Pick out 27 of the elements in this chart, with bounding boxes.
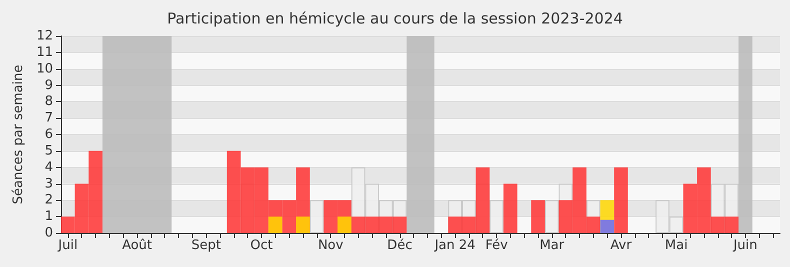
y-tick-label: 6: [44, 127, 53, 142]
x-tick-label: Juil: [57, 238, 78, 253]
y-tick-label: 0: [44, 226, 53, 240]
y-tick-label: 4: [44, 160, 53, 175]
x-tick-label: Oct: [250, 238, 273, 253]
y-tick-label: 12: [36, 28, 53, 44]
x-tick-label: Juin: [732, 238, 758, 253]
y-tick-label: 10: [36, 61, 53, 76]
chart-title: Participation en hémicycle au cours de la session 2023-2024: [167, 10, 623, 28]
x-tick-label: Déc: [387, 238, 412, 253]
x-tick-label: Août: [122, 238, 152, 253]
y-tick-label: 5: [44, 143, 53, 158]
y-tick-label: 2: [44, 192, 53, 208]
y-tick-label: 8: [44, 94, 53, 110]
x-tick-label: Fév: [485, 238, 508, 253]
x-tick-label: Sept: [191, 238, 221, 253]
x-tick-label: Nov: [318, 238, 344, 253]
y-tick-label: 11: [36, 44, 53, 60]
x-tick-label: Avr: [610, 238, 632, 253]
y-axis-title: Séances par semaine: [11, 64, 26, 204]
y-tick-label: 7: [44, 110, 53, 126]
y-tick-label: 1: [44, 209, 53, 224]
y-tick-label: 9: [44, 78, 53, 93]
y-tick-label: 3: [44, 176, 53, 192]
x-tick-label: Mar: [540, 238, 565, 253]
x-tick-label: Jan 24: [434, 238, 476, 253]
x-tick-label: Mai: [664, 238, 688, 253]
